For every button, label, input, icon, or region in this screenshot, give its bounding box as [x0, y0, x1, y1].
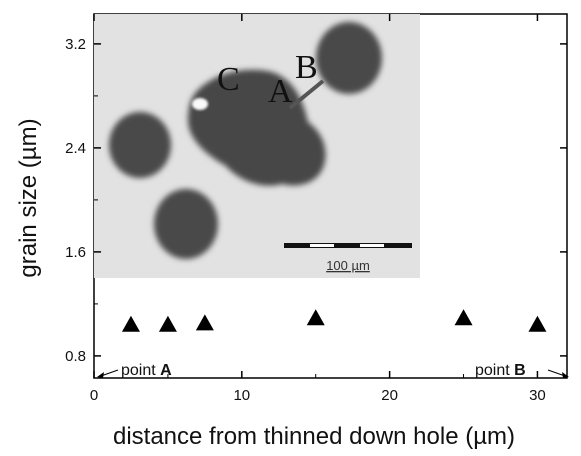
- annotation-point-b: point B: [475, 362, 569, 379]
- inset-scale-bar: 100 µm: [284, 243, 412, 273]
- inset-label-c: C: [217, 61, 240, 98]
- axis-ticks: [93, 14, 567, 378]
- inset-label-a: A: [268, 73, 293, 110]
- point-a-label: point A: [121, 362, 172, 379]
- x-tick-label: 30: [529, 387, 546, 404]
- data-point: [306, 309, 325, 326]
- tick-labels: 0 10 20 30 0.8 1.6 2.4 3.2: [65, 36, 546, 404]
- x-tick-label: 0: [90, 387, 98, 404]
- grain-c-highlight: [192, 98, 208, 110]
- scale-bar-segment: [360, 244, 384, 247]
- arrowhead-right: [562, 372, 569, 378]
- y-tick-label: 3.2: [65, 36, 86, 53]
- grain-left: [109, 112, 171, 178]
- y-axis-label: grain size (µm): [15, 118, 42, 277]
- inset-micrograph: C A B 100 µm: [94, 14, 420, 278]
- point-b-label: point B: [475, 362, 526, 379]
- inset-grains: [109, 22, 382, 259]
- x-tick-label: 10: [233, 387, 250, 404]
- data-points: [121, 309, 547, 332]
- data-point: [195, 314, 214, 331]
- grain-bottom: [154, 189, 218, 259]
- data-point: [158, 315, 177, 332]
- annotation-point-a: point A: [97, 362, 172, 379]
- y-tick-label: 2.4: [65, 140, 86, 157]
- scale-bar-segment: [310, 244, 334, 247]
- grain-boundary-line: [288, 79, 325, 110]
- arrow-left: [100, 369, 119, 377]
- grain-c: [188, 69, 326, 186]
- scale-bar-label: 100 µm: [326, 258, 370, 273]
- data-point: [454, 309, 473, 326]
- y-tick-label: 0.8: [65, 348, 86, 365]
- arrow-right: [547, 369, 566, 377]
- x-axis-label: distance from thinned down hole (µm): [113, 423, 515, 450]
- grain-top-right: [316, 22, 382, 94]
- y-tick-label: 1.6: [65, 244, 86, 261]
- x-tick-label: 20: [381, 387, 398, 404]
- arrowhead-left: [97, 372, 104, 378]
- scale-bar: [284, 243, 412, 248]
- inset-label-b: B: [295, 49, 318, 86]
- data-point: [528, 315, 547, 332]
- data-point: [121, 315, 140, 332]
